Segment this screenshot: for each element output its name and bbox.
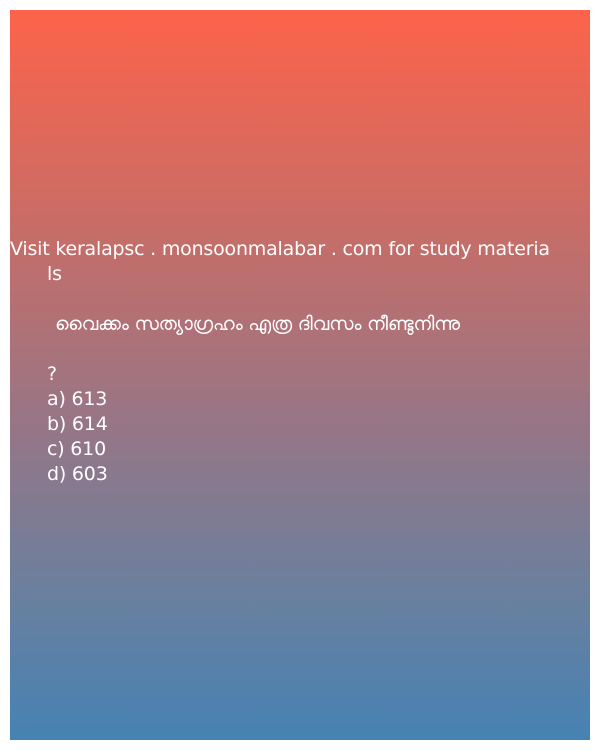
question-mark: ? [47, 363, 57, 385]
option-b: b) 614 [47, 413, 108, 435]
option-a: a) 613 [47, 388, 108, 410]
promo-line-2: ls [47, 263, 62, 285]
option-d: d) 603 [47, 463, 108, 485]
quiz-card: Visit keralapsc . monsoonmalabar . com f… [10, 10, 590, 740]
spacer [10, 287, 590, 312]
promo-line-1: Visit keralapsc . monsoonmalabar . com f… [10, 238, 550, 260]
spacer [10, 337, 590, 362]
option-c: c) 610 [47, 438, 106, 460]
quiz-content: Visit keralapsc . monsoonmalabar . com f… [10, 237, 590, 487]
question-text: വൈക്കം സത്യാഗ്രഹം എത്ര ദിവസം നീണ്ടുനിന്ന… [55, 313, 460, 335]
